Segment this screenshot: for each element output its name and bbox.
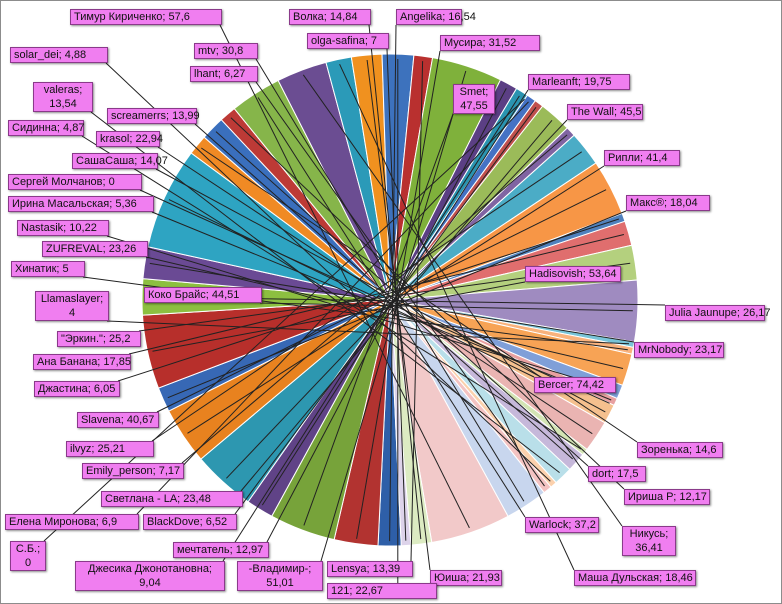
leader-line-сидинна [81,135,582,450]
pie-slices [141,53,639,547]
data-label-сашасаша: СашаСаша; 14,07 [72,153,168,169]
data-label-мусира: Мусира; 31,52 [440,35,540,51]
data-label-хинатик: Хинатик; 5 [11,261,85,277]
data-label-solar-dei: solar_dei; 4,88 [10,47,108,63]
leader-line-коко-брайс [259,302,633,312]
data-label-сергей-молчанов: Сергей Молчанов; 0 [8,174,142,190]
data-label-olga-safina: olga-safina; 7 [307,33,389,49]
leader-line-волка [368,24,422,540]
leader-line-ирина-масальская [151,211,612,401]
data-label-warlock: Warlock; 37,2 [525,517,599,533]
data-label-маша-дульская: Маша Дульская; 18,46 [574,570,696,586]
data-label-коко-брайс: Коко Брайс; 44,51 [144,287,262,303]
leader-line-джесика-джонотановна [222,95,520,562]
data-label-елена-миронова: Елена Миронова; 6,9 [5,514,139,530]
data-label-angelika: Angelika; 16,54 [396,9,476,25]
data-label-зоренька: Зоренька; 14,6 [637,442,723,458]
data-label-julia-jaunupe: Julia Jaunupe; 26,17 [665,305,771,321]
data-label-сидинна: Сидинна; 4,87 [8,120,84,136]
data-label-юиша: Юиша; 21,93 [430,570,502,586]
leader-line-мечтатель [266,88,507,543]
data-label-с-б: С.Б.; 0 [10,541,46,571]
data-label-lhant: lhant; 6,27 [190,66,258,82]
data-label-ирина-масальская: Ирина Масальская; 5,36 [8,196,154,212]
leader-line-hadisovish [152,281,526,352]
data-label-владимир: -Владимир-; 51,01 [237,561,323,591]
data-label-волка: Волка; 14,84 [289,9,371,25]
data-label-макс: Макс®; 18,04 [626,195,710,211]
data-label-bercer: Bercer; 74,42 [534,377,616,393]
leader-line-сергей-молчанов [139,189,610,404]
leader-lines [43,24,666,583]
data-label-мечтатель: мечтатель; 12,97 [173,542,269,558]
leader-line-тимур-кириченко [219,24,470,529]
data-label-krasol: krasol; 22,94 [96,131,163,147]
data-label-никусь: Никусь; 36,41 [622,526,676,556]
leader-line-маша-дульская [339,63,575,571]
data-label-nastasik: Nastasik; 10,22 [17,220,109,236]
data-label-ilvyz: ilvyz; 25,21 [66,441,154,457]
leader-line-warlock [257,97,526,518]
leader-line-mtv [255,58,525,502]
data-label-hadisovish: Hadisovish; 53,64 [525,266,621,282]
leader-line-ана-банана [128,234,625,355]
data-label-ириша-р: Ириша Р; 12,17 [624,489,710,505]
data-label-mrnobody: MrNobody; 23,17 [634,342,724,358]
leader-line-nastasik [106,235,616,391]
leader-line-никусь [302,74,623,527]
data-label-121: 121; 22,67 [327,583,437,599]
data-label-ана-банана: Ана Банана; 17,85 [33,354,131,370]
data-label-dort: dort; 17,5 [588,466,646,482]
data-label-the-wall: The Wall; 45,5 [567,104,643,120]
data-label-lensya: Lensya; 13,39 [327,561,413,577]
data-label-smet: Smet; 47,55 [453,84,495,114]
leader-line-krasol [157,146,593,435]
data-label-светлана-la: Светлана - LA; 23,48 [101,491,243,507]
data-label-slavena: Slavena; 40,67 [77,412,159,428]
data-label-zufreval: ZUFREVAL; 23,26 [42,241,148,257]
leader-line-владимир [320,70,467,562]
leader-line-blackdove [234,107,537,515]
data-label-эркин: "Эркин."; 25,2 [57,331,141,347]
data-label-marleanft: Marleanft; 19,75 [528,74,630,90]
leader-line-olga-safina [386,48,407,541]
data-label-screamerrs: screamerrs; 13,99 [107,108,200,124]
data-label-рипли: Рипли; 41,4 [604,150,680,166]
leader-line-lensya [410,61,424,562]
leader-line-рипли [187,165,605,434]
data-label-джастина: Джастина; 6,05 [34,381,120,397]
leader-line-solar-dei [105,62,551,482]
leader-line-джастина [117,218,620,382]
data-label-valeras: valeras; 13,54 [33,82,93,112]
data-label-emily-person: Emily_person; 7,17 [82,463,184,479]
data-label-blackdove: BlackDove; 6,52 [143,514,237,530]
leader-line-llamaslayer [106,320,630,345]
leader-line-сашасаша [155,168,606,413]
leader-line-zufreval [145,256,624,369]
leader-line-valeras [90,111,560,473]
data-label-джесика-джонотановна: Джесика Джонотановна; 9,04 [75,561,225,591]
data-label-mtv: mtv; 30,8 [194,43,258,59]
data-label-тимур-кириченко: Тимур Кириченко; 57,6 [70,9,222,25]
leader-line-lhant [255,81,545,487]
leader-line-screamerrs [194,123,574,460]
leader-line-slavena [156,189,607,413]
data-label-llamaslayer: Llamaslayer; 4 [35,291,109,321]
